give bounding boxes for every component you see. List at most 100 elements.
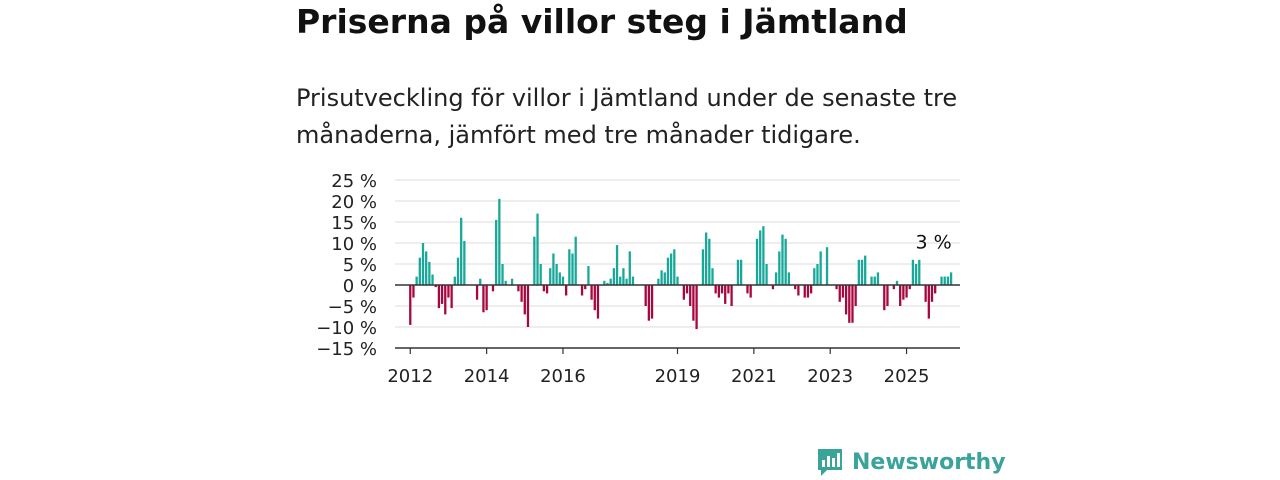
bar	[899, 285, 902, 306]
bar	[692, 285, 695, 321]
bar	[771, 285, 775, 290]
bar	[558, 272, 561, 285]
bar	[778, 251, 781, 285]
bar	[625, 278, 628, 285]
bar	[736, 259, 740, 285]
bar	[657, 278, 660, 285]
bar	[647, 285, 651, 321]
bar	[816, 264, 819, 285]
chart-subtitle: Prisutveckling för villor i Jämtland und…	[296, 84, 958, 149]
bar	[412, 285, 415, 298]
bar	[463, 240, 466, 285]
bar	[749, 285, 752, 298]
bar	[930, 285, 934, 302]
y-tick-label: 10 %	[331, 234, 377, 255]
y-tick-label: 5 %	[343, 255, 377, 276]
bar	[685, 285, 689, 294]
bar	[669, 253, 673, 285]
bar	[870, 276, 873, 285]
bar	[622, 268, 625, 285]
bar	[485, 285, 488, 311]
bar	[886, 285, 889, 306]
bar	[739, 259, 743, 285]
bar	[918, 259, 921, 285]
bar	[561, 276, 565, 285]
bar	[517, 285, 520, 292]
bar	[794, 285, 797, 290]
bar	[905, 285, 908, 298]
bar	[727, 285, 730, 294]
bar	[536, 213, 539, 285]
y-tick-label: −15 %	[316, 339, 377, 360]
bar	[934, 285, 937, 294]
bar	[755, 238, 759, 285]
bar	[475, 285, 479, 300]
bar	[428, 261, 431, 285]
bar	[708, 238, 711, 285]
bar	[895, 280, 899, 285]
bar	[501, 264, 504, 285]
chart-title: Priserna på villor steg i Jämtland	[296, 2, 908, 41]
bar	[724, 285, 727, 304]
bar	[606, 282, 609, 285]
bar	[673, 249, 676, 285]
bar	[545, 285, 549, 294]
bar	[873, 276, 876, 285]
x-tick-label: 2019	[655, 366, 701, 387]
bar	[765, 264, 768, 285]
y-axis-tick-labels: 25 %20 %15 %10 %5 %0 %−5 %−10 %−15 %	[316, 171, 377, 360]
bar	[568, 249, 571, 285]
bar	[809, 285, 813, 294]
bar	[555, 264, 558, 285]
bar	[660, 270, 663, 285]
bar	[609, 278, 612, 285]
bar	[860, 259, 864, 285]
bar	[946, 276, 950, 285]
bar	[695, 285, 698, 330]
y-tick-label: 20 %	[331, 192, 377, 213]
bar	[746, 285, 749, 294]
bar	[565, 285, 568, 296]
x-tick-label: 2012	[387, 366, 433, 387]
bar	[526, 285, 530, 327]
bar	[479, 278, 482, 285]
bar	[714, 285, 717, 294]
axes	[395, 284, 960, 354]
bar	[838, 285, 841, 302]
bar	[644, 285, 647, 306]
x-tick-label: 2023	[807, 366, 853, 387]
bar	[619, 276, 622, 285]
bar	[864, 255, 867, 285]
bar	[857, 259, 860, 285]
bar	[482, 285, 485, 313]
x-tick-label: 2021	[731, 366, 777, 387]
newsworthy-logo-icon	[818, 449, 842, 476]
bar	[704, 232, 708, 285]
bar	[523, 285, 526, 315]
bar	[676, 276, 679, 285]
bar	[437, 285, 441, 309]
bar	[539, 264, 542, 285]
bar	[612, 268, 616, 285]
bar	[797, 285, 800, 296]
bar	[927, 285, 930, 319]
bar	[650, 285, 654, 319]
bar	[434, 285, 437, 288]
bar	[835, 285, 838, 290]
bar	[631, 276, 635, 285]
bar	[943, 276, 946, 285]
bar	[520, 285, 523, 302]
bar	[854, 285, 857, 306]
brand-logo: Newsworthy	[816, 446, 1006, 478]
bar	[431, 274, 434, 285]
bar	[447, 285, 450, 298]
bar	[491, 285, 495, 292]
bar	[415, 276, 418, 285]
bar	[440, 285, 444, 304]
bar	[689, 285, 692, 306]
bar	[682, 285, 686, 300]
bar	[409, 285, 412, 325]
bar	[549, 268, 552, 285]
bar	[841, 285, 845, 298]
bar	[663, 272, 666, 285]
